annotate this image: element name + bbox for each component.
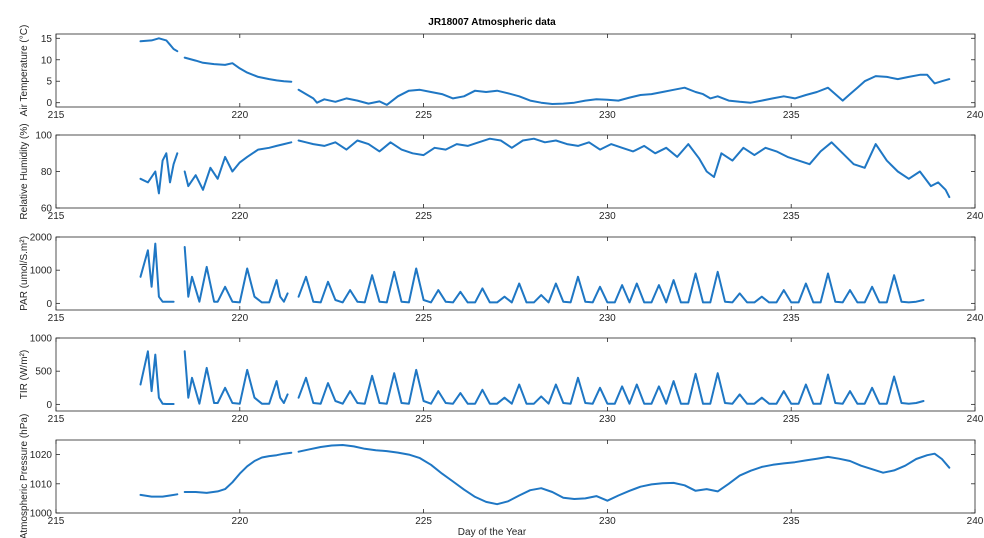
panel-5-y-tick-label-1000: 1000: [30, 509, 53, 520]
panel-2-y-tick-label-80: 80: [41, 167, 53, 178]
panel-5-x-tick-label-225: 225: [415, 516, 432, 527]
panel-2-x-tick-label-215: 215: [48, 211, 65, 222]
panel-3-y-tick-label-2000: 2000: [30, 233, 53, 244]
panel-4-y-axis-label: TIR (W/m²): [19, 350, 30, 399]
panel-3-y-tick-label-1000: 1000: [30, 266, 53, 277]
panel-2-x-tick-label-220: 220: [231, 211, 248, 222]
panel-3-y-axis-label: PAR (umol/S.m²): [19, 236, 30, 311]
chart-title: JR18007 Atmospheric data: [428, 17, 556, 28]
panel-1-y-tick-label-5: 5: [46, 77, 52, 88]
panel-5-x-tick-label-235: 235: [783, 516, 800, 527]
panel-3-x-tick-label-235: 235: [783, 313, 800, 324]
panel-5-y-tick-label-1020: 1020: [30, 450, 53, 461]
panel-5-axes-box: [55, 439, 976, 514]
panel-3-x-tick-label-220: 220: [231, 313, 248, 324]
panel-5-y-tick-label-1010: 1010: [30, 479, 53, 490]
panel-3-axes-box: [55, 236, 976, 311]
panel-1-x-tick-label-215: 215: [48, 110, 65, 121]
panel-4-y-tick-label-1000: 1000: [30, 334, 53, 345]
panel-1-y-tick-label-10: 10: [41, 55, 53, 66]
panel-5-x-tick-label-230: 230: [599, 516, 616, 527]
panel-4-x-tick-label-240: 240: [967, 414, 984, 425]
panel-4-x-tick-label-230: 230: [599, 414, 616, 425]
panel-1-series-line-1: [139, 37, 951, 106]
panel-4-series-line-1: [139, 350, 925, 405]
panel-1-x-tick-label-235: 235: [783, 110, 800, 121]
panel-4-x-tick-label-215: 215: [48, 414, 65, 425]
panel-1-y-axis-label: Air Temperature (°C): [19, 25, 30, 117]
panel-2-x-tick-label-240: 240: [967, 211, 984, 222]
panel-1-x-tick-label-220: 220: [231, 110, 248, 121]
panel-4-x-tick-label-235: 235: [783, 414, 800, 425]
x-axis-label: Day of the Year: [458, 527, 527, 538]
panel-3-series-line-1: [139, 242, 925, 304]
panel-1-x-tick-label-225: 225: [415, 110, 432, 121]
panel-1-y-tick-label-0: 0: [46, 98, 52, 109]
panel-4-x-tick-label-220: 220: [231, 414, 248, 425]
panel-1-y-tick-label-15: 15: [41, 34, 53, 45]
panel-2-x-tick-label-230: 230: [599, 211, 616, 222]
panel-5-x-tick-label-215: 215: [48, 516, 65, 527]
panel-1-x-tick-label-230: 230: [599, 110, 616, 121]
panel-3-x-tick-label-215: 215: [48, 313, 65, 324]
panel-5-y-axis-label: Atmospheric Pressure (hPa): [19, 414, 30, 538]
panel-3-x-tick-label-225: 225: [415, 313, 432, 324]
panel-5-x-tick-label-220: 220: [231, 516, 248, 527]
panel-3-x-tick-label-240: 240: [967, 313, 984, 324]
panel-2-series-line-1: [139, 137, 951, 199]
panel-3-y-tick-label-0: 0: [46, 299, 52, 310]
panel-4-y-tick-label-0: 0: [46, 400, 52, 411]
panel-2-x-tick-label-235: 235: [783, 211, 800, 222]
panel-2-y-tick-label-100: 100: [35, 131, 52, 142]
panel-5-x-tick-label-240: 240: [967, 516, 984, 527]
panel-4-x-tick-label-225: 225: [415, 414, 432, 425]
panel-3-x-tick-label-230: 230: [599, 313, 616, 324]
panel-1-axes-box: [55, 33, 976, 108]
panel-2-x-tick-label-225: 225: [415, 211, 432, 222]
panel-5-series-line-1: [139, 444, 951, 506]
panel-4-y-tick-label-500: 500: [35, 367, 52, 378]
panel-2-y-axis-label: Relative Humidity (%): [19, 123, 30, 219]
panel-4-axes-box: [55, 337, 976, 412]
panel-2-y-tick-label-60: 60: [41, 204, 53, 215]
panel-1-x-tick-label-240: 240: [967, 110, 984, 121]
